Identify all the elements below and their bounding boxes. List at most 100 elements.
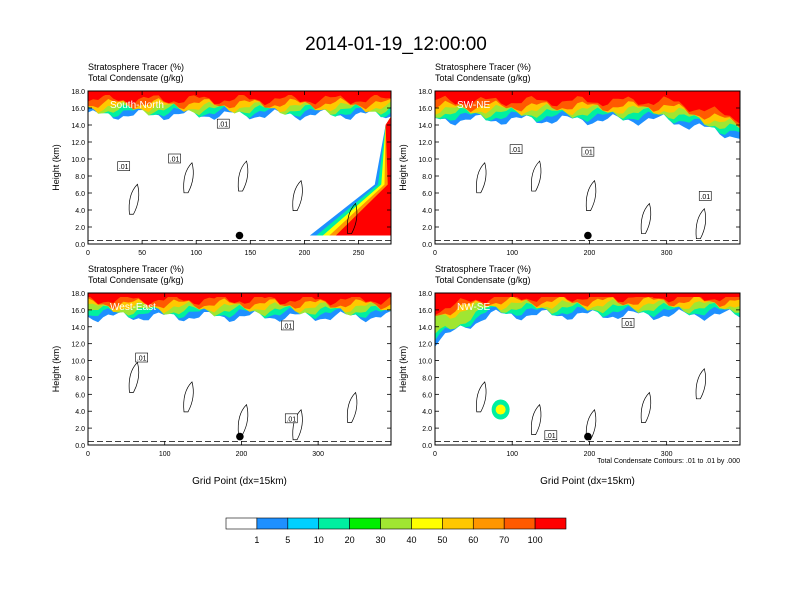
y-tick-label: 6.0 — [75, 191, 85, 198]
y-tick-label: 10.0 — [71, 157, 85, 164]
colorbar-swatch — [472, 517, 505, 530]
condensate-contour — [183, 381, 194, 413]
colorbar-label: 100 — [528, 535, 543, 545]
y-tick-label: 16.0 — [71, 308, 85, 315]
y-tick-label: 6.0 — [75, 392, 85, 399]
condensate-contour — [585, 179, 597, 212]
field-label: Stratosphere Tracer (%) — [435, 264, 531, 274]
y-tick-label: 12.0 — [418, 342, 432, 349]
contour-label: .01 — [218, 122, 228, 129]
panel-plot-area: .01 .01 .01 — [88, 91, 391, 244]
y-tick-label: 10.0 — [418, 157, 432, 164]
panel-frame — [434, 90, 741, 245]
field-label: Total Condensate (g/kg) — [435, 275, 531, 285]
colorbar-swatch — [534, 517, 567, 530]
panel-frame — [87, 90, 392, 245]
field-label: Total Condensate (g/kg) — [435, 73, 531, 83]
contour-info: Total Condensate Contours: .01 to .01 by… — [597, 458, 740, 465]
contour-label: .01 — [119, 164, 129, 171]
y-tick-label: 2.0 — [75, 426, 85, 433]
condensate-contour — [695, 368, 707, 400]
x-tick-label: 100 — [159, 451, 171, 458]
colorbar: 1 5 10 20 30 40 50 60 70 100 — [225, 517, 567, 545]
y-tick-label: 16.0 — [71, 106, 85, 113]
x-tick-label: 300 — [312, 451, 324, 458]
colorbar-label: 70 — [499, 535, 509, 545]
colorbar-label: 50 — [437, 535, 447, 545]
condensate-contour — [128, 183, 140, 215]
location-marker — [584, 231, 592, 240]
condensate-contour — [183, 162, 194, 194]
field-label: Total Condensate (g/kg) — [88, 73, 184, 83]
field-label: Total Condensate (g/kg) — [88, 275, 184, 285]
location-marker — [584, 432, 592, 441]
contour-label-box — [216, 118, 230, 129]
field-label: Stratosphere Tracer (%) — [88, 62, 184, 72]
tracer-top-band — [88, 91, 391, 95]
condensate-contour — [237, 403, 249, 435]
panel-label: NW-SE — [457, 302, 490, 313]
contour-label-box — [621, 318, 635, 328]
y-tick-label: 10.0 — [418, 359, 432, 366]
colorbar-label: 60 — [468, 535, 478, 545]
field-label: Stratosphere Tracer (%) — [435, 62, 531, 72]
condensate-contour — [476, 162, 487, 194]
tracer-band — [435, 91, 740, 124]
contour-label-box — [284, 413, 298, 424]
panel-sw-ne: .01 .01 .01 SW-NE Stratosphere Tracer (%)Tot… — [398, 62, 741, 257]
y-tick-label: 2.0 — [75, 225, 85, 232]
condensate-contour — [640, 202, 652, 234]
condensate-contour — [530, 403, 542, 435]
panel-plot-area: .01 .01 .01 — [88, 293, 391, 445]
x-axis-label: Grid Point (dx=15km) — [540, 476, 635, 487]
panel-label: SW-NE — [457, 100, 490, 111]
x-tick-label: 200 — [236, 451, 248, 458]
x-tick-label: 0 — [86, 250, 90, 257]
contour-label: .01 — [286, 416, 296, 423]
colorbar-swatch — [256, 517, 289, 530]
contour-label: .01 — [137, 356, 147, 363]
panel-west-east: .01 .01 .01 West-East Stratosphere Tracer (%… — [51, 264, 392, 487]
figure-title: 2014-01-19_12:00:00 — [305, 34, 487, 55]
contour-label: .01 — [283, 323, 293, 330]
x-tick-label: 200 — [584, 451, 596, 458]
colorbar-swatch — [380, 517, 412, 530]
colorbar-swatch — [349, 517, 381, 530]
colorbar-swatch — [287, 517, 320, 530]
panel-frame — [434, 292, 741, 446]
x-tick-label: 50 — [138, 250, 146, 257]
condensate-contour — [292, 409, 303, 441]
colorbar-label: 1 — [254, 535, 259, 545]
y-axis-label: Height (km) — [51, 346, 61, 393]
location-marker — [236, 432, 244, 441]
y-tick-label: 6.0 — [422, 191, 432, 198]
y-axis-label: Height (km) — [398, 346, 408, 393]
contour-label-box — [281, 320, 294, 331]
y-tick-label: 16.0 — [418, 106, 432, 113]
contour-label: .01 — [623, 321, 633, 328]
y-tick-label: 18.0 — [71, 89, 85, 96]
contour-label: .01 — [546, 433, 556, 440]
y-tick-label: 8.0 — [75, 174, 85, 181]
contour-label-box — [544, 430, 558, 441]
y-tick-label: 0.0 — [75, 242, 85, 249]
x-tick-label: 0 — [433, 451, 437, 458]
y-tick-label: 4.0 — [422, 208, 432, 215]
x-tick-label: 300 — [661, 250, 673, 257]
y-tick-label: 8.0 — [422, 174, 432, 181]
condensate-contour — [530, 160, 542, 192]
y-tick-label: 18.0 — [418, 291, 432, 298]
contour-label: .01 — [511, 147, 521, 154]
x-tick-label: 300 — [661, 451, 673, 458]
tracer-top-band — [435, 293, 740, 297]
contour-label-box — [117, 161, 131, 171]
y-tick-label: 6.0 — [422, 392, 432, 399]
y-tick-label: 0.0 — [75, 443, 85, 450]
condensate-contour — [128, 361, 140, 393]
contour-label: .01 — [170, 157, 180, 164]
y-tick-label: 0.0 — [422, 242, 432, 249]
y-tick-label: 12.0 — [71, 140, 85, 147]
colorbar-label: 10 — [314, 535, 324, 545]
y-tick-label: 14.0 — [71, 123, 85, 130]
x-tick-label: 100 — [506, 451, 518, 458]
